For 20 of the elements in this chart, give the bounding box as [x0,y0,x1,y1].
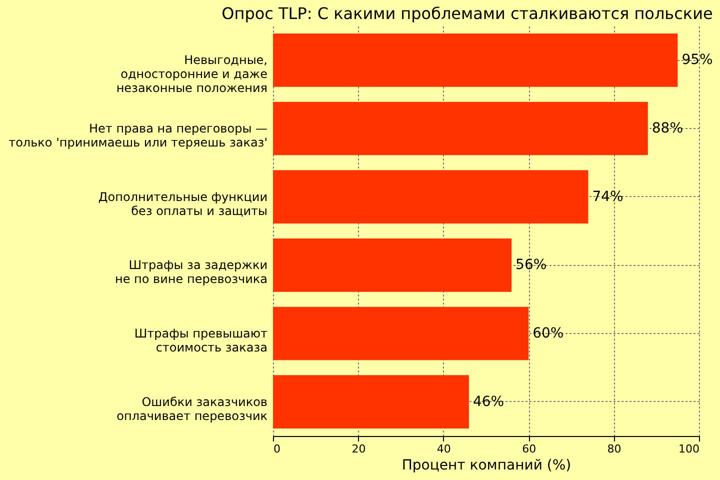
x-tick-label: 20 [352,442,366,456]
data-label: 95% [682,52,713,68]
y-tick-label: Штрафы превышают стоимость заказа [134,326,268,354]
chart-title: Опрос TLP: С какими проблемами сталкиваются польские [222,4,713,23]
y-tick-label: Нет права на переговоры — только 'принимаешь или теряешь заказ' [8,122,268,150]
x-tick-label: 40 [436,442,451,456]
x-tick-label: 80 [607,442,622,456]
x-tick-label: 100 [678,442,700,456]
y-tick-label: Ошибки заказчиков оплачивает перевозчик [116,394,268,423]
y-tick-label: Штрафы за задержки не по вине перевозчика [115,258,268,286]
y-tick-label: Дополнительные функции без оплаты и защиты [98,190,268,218]
x-axis-title: Процент компаний (%) [402,458,572,474]
x-tick-label: 0 [274,442,280,456]
data-label: 88% [652,120,684,136]
data-label: 60% [532,326,564,342]
data-label: 74% [592,188,624,205]
y-tick-label: Невыгодные, односторонние и даже незаконные положения [116,53,268,96]
x-tick-label: 60 [522,442,536,456]
data-label: 46% [472,394,504,410]
data-label: 56% [516,257,547,274]
